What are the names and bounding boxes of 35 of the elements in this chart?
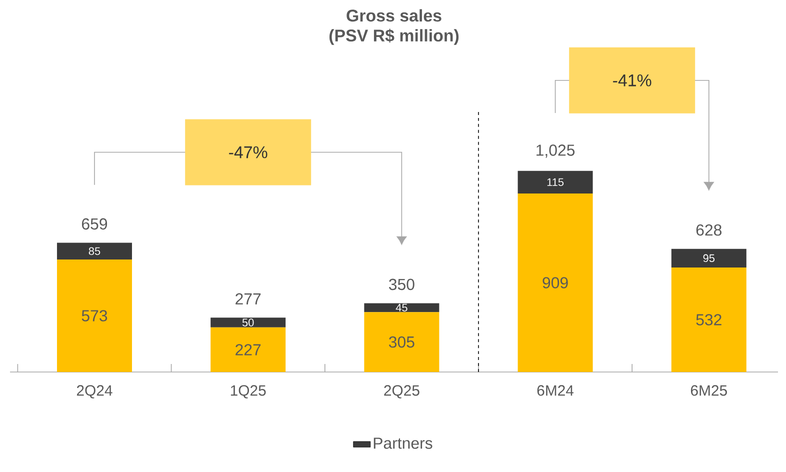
text: -41% xyxy=(613,74,652,86)
bar xyxy=(671,248,746,268)
bar xyxy=(210,318,286,328)
data-label: 50 xyxy=(242,318,254,326)
x-tick-label: 2Q24 xyxy=(76,385,112,398)
data-label: 115 xyxy=(547,178,564,186)
bar xyxy=(210,327,286,372)
total-label: 628 xyxy=(696,224,722,236)
bar xyxy=(364,312,440,372)
total-label: 1,025 xyxy=(536,144,575,158)
bar xyxy=(364,303,440,312)
data-label: 573 xyxy=(82,310,108,322)
data-label: 305 xyxy=(389,336,414,348)
total-label: 659 xyxy=(82,218,108,230)
bar xyxy=(56,259,132,372)
bar xyxy=(518,170,593,194)
x-tick-label: 2Q25 xyxy=(384,385,420,398)
x-tick-label: 6M25 xyxy=(690,385,727,396)
data-label: 95 xyxy=(703,254,715,262)
total-label: 277 xyxy=(236,293,261,304)
text: -47% xyxy=(229,146,268,158)
legend-label: Partners xyxy=(374,438,432,449)
data-label: 909 xyxy=(542,277,568,288)
x-tick-label: 6M24 xyxy=(537,385,574,396)
data-label: 45 xyxy=(396,304,408,312)
bar xyxy=(518,193,593,372)
total-label: 350 xyxy=(388,278,414,290)
chart-subtitle: (PSV R$ million) xyxy=(329,28,459,45)
data-label: 227 xyxy=(236,344,261,356)
chart-title: Gross sales xyxy=(346,9,442,22)
x-tick-label: 1Q25 xyxy=(230,385,266,398)
bar xyxy=(56,242,132,260)
data-label: 532 xyxy=(696,314,722,326)
data-label: 85 xyxy=(88,247,100,255)
bar xyxy=(671,268,746,372)
